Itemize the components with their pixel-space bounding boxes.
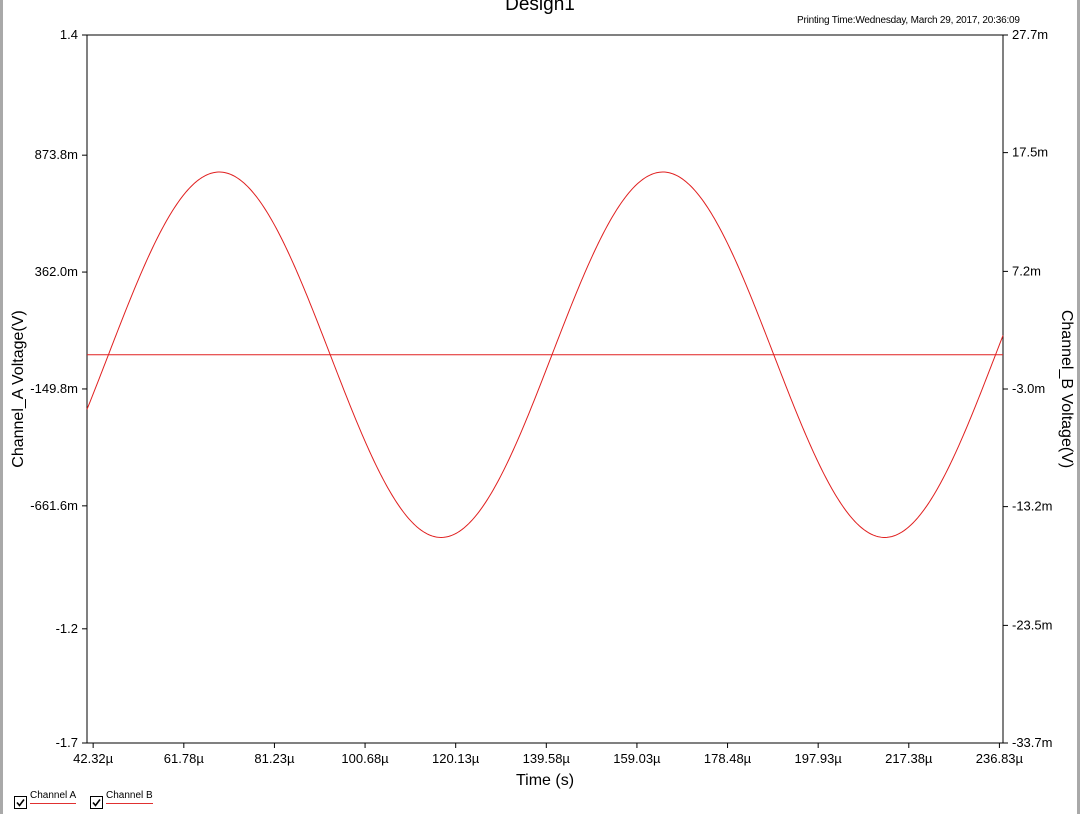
y-tick-label: -1.7 [56,735,78,750]
y2-tick-label: -33.7m [1012,735,1052,750]
chart: 1.4 873.8m 362.0m -149.8m -661.6m -1.2 -1.7 27.… [10,27,1075,789]
x-tick-label: 178.48µ [704,751,752,766]
y2-tick-label: 17.5m [1012,145,1048,160]
legend-channel-a[interactable]: Channel A [14,790,77,812]
series-channel-a [86,171,1004,538]
x-tick-label: 120.13µ [432,751,480,766]
channel-b-label: Channel B [106,790,153,804]
plot-frame [86,34,1004,744]
y2-tick-label: -23.5m [1012,617,1052,632]
y-tick-label: -661.6m [30,498,78,513]
y-axis-title: Channel_A Voltage(V) [10,310,27,467]
y2-tick-label: -3.0m [1012,381,1045,396]
x-tick-label: 42.32µ [73,751,114,766]
y2-axis-title: Channel_B Voltage(V) [1058,310,1075,468]
x-tick-label: 236.83µ [976,751,1024,766]
y2-tick-label: 7.2m [1012,263,1041,278]
checkmark-icon [92,799,101,807]
y-tick-label: 873.8m [35,147,78,162]
x-tick-label: 159.03µ [613,751,661,766]
printing-time: Printing Time:Wednesday, March 29, 2017,… [797,15,1020,26]
x-tick-label: 197.93µ [795,751,843,766]
legend-channel-b[interactable]: Channel B [90,790,153,812]
y2-tick-label: -13.2m [1012,499,1052,514]
y-tick-label: 1.4 [60,27,78,42]
channel-a-label: Channel A [30,790,77,804]
y-tick-label: -1.2 [56,621,78,636]
y2-tick-label: 27.7m [1012,27,1048,42]
x-tick-label: 81.23µ [254,751,295,766]
x-tick-label: 100.68µ [341,751,389,766]
y-tick-label: -149.8m [30,381,78,396]
x-axis-title: Time (s) [516,772,574,789]
window-left-border [0,0,3,814]
x-tick-label: 61.78µ [164,751,205,766]
channel-a-checkbox[interactable] [14,796,27,809]
x-tick-label: 139.58µ [523,751,571,766]
channel-b-checkbox[interactable] [90,796,103,809]
checkmark-icon [16,799,25,807]
window-right-border [1077,0,1080,814]
chart-title: Design1 [505,0,575,15]
y-tick-label: 362.0m [35,264,78,279]
x-tick-label: 217.38µ [885,751,933,766]
